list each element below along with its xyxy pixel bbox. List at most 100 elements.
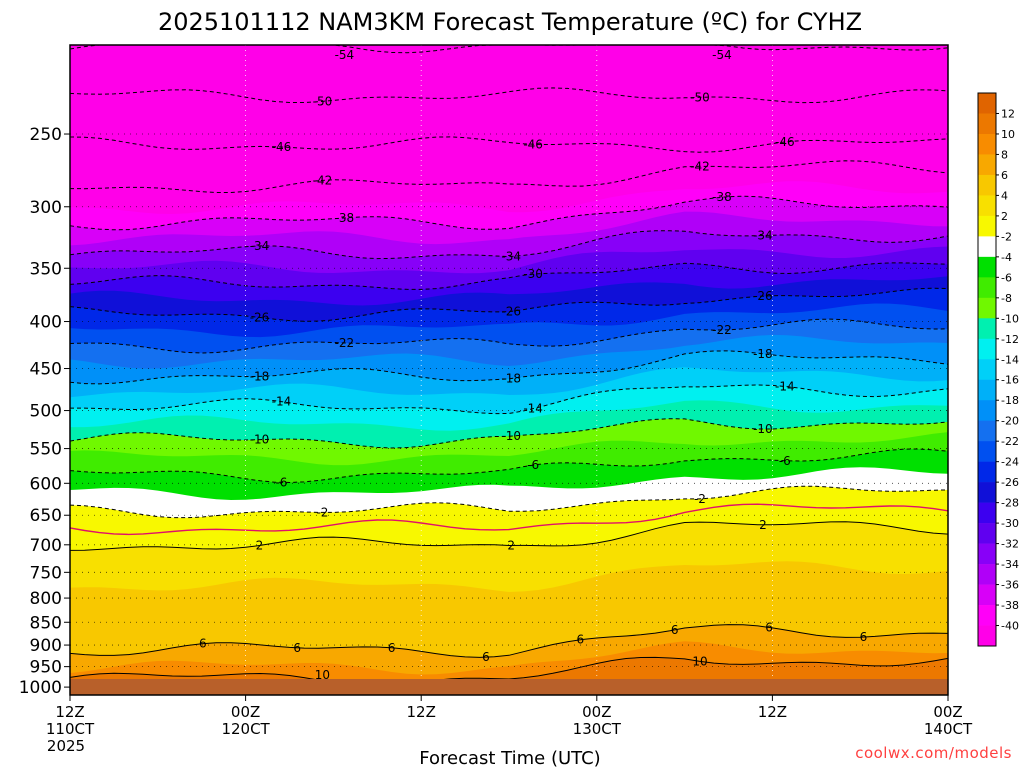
contour-label: -54 bbox=[712, 48, 732, 62]
colorbar-label: -16 bbox=[1001, 374, 1019, 387]
time-tick-hour: 00Z bbox=[231, 703, 260, 721]
colorbar-label: -8 bbox=[1001, 292, 1012, 305]
contour-label: -6 bbox=[779, 454, 791, 468]
contour-label: 10 bbox=[692, 654, 707, 668]
colorbar-swatch bbox=[978, 482, 996, 503]
colorbar-swatch bbox=[978, 605, 996, 626]
pressure-tick-label: 350 bbox=[30, 259, 62, 279]
colorbar-swatch bbox=[978, 93, 996, 114]
colorbar-swatch bbox=[978, 256, 996, 278]
contour-label: -30 bbox=[523, 267, 543, 281]
isotherm-line bbox=[69, 230, 949, 260]
contour-label: -18 bbox=[250, 369, 270, 383]
colorbar-swatch bbox=[978, 113, 996, 135]
colorbar-label: -14 bbox=[1001, 353, 1019, 366]
colorbar-label: -2 bbox=[1001, 230, 1012, 243]
colorbar-swatch bbox=[978, 441, 996, 462]
time-tick-hour: 12Z bbox=[758, 703, 787, 721]
contour-label: -6 bbox=[275, 475, 287, 489]
pressure-tick-label: 700 bbox=[30, 536, 62, 556]
contour-label: -14 bbox=[775, 379, 795, 393]
contour-label: 6 bbox=[577, 633, 585, 647]
contour-label: -14 bbox=[523, 402, 543, 416]
contour-label: 2 bbox=[759, 518, 767, 532]
contour-label: -26 bbox=[250, 310, 270, 324]
contour-label: 10 bbox=[315, 668, 330, 682]
colorbar-swatch bbox=[978, 564, 996, 585]
colorbar-swatch bbox=[978, 195, 996, 217]
colorbar-label: -6 bbox=[1001, 271, 1012, 284]
colorbar-swatch bbox=[978, 338, 996, 360]
contour-label: -50 bbox=[690, 90, 710, 104]
pressure-tick-label: 600 bbox=[30, 474, 62, 494]
contour-label: -34 bbox=[250, 239, 270, 253]
colorbar-label: -18 bbox=[1001, 394, 1019, 407]
pressure-tick-label: 950 bbox=[30, 658, 62, 678]
contour-label: -34 bbox=[753, 229, 773, 243]
colorbar-swatch bbox=[978, 133, 996, 155]
contour-label: 6 bbox=[671, 623, 679, 637]
contour-label: -10 bbox=[501, 429, 521, 443]
colorbar-swatch bbox=[978, 236, 996, 258]
colorbar-swatch bbox=[978, 174, 996, 196]
contour-label: -38 bbox=[712, 190, 732, 204]
pressure-tick-label: 250 bbox=[30, 125, 62, 145]
pressure-tick-label: 850 bbox=[30, 613, 62, 633]
colorbar-swatch bbox=[978, 318, 996, 340]
time-tick-hour: 00Z bbox=[582, 703, 611, 721]
colorbar-label: -28 bbox=[1001, 497, 1019, 510]
colorbar-label: 6 bbox=[1001, 169, 1008, 182]
isotherm-line bbox=[69, 624, 949, 658]
colorbar-swatch bbox=[978, 502, 996, 524]
time-tick-hour: 12Z bbox=[407, 703, 436, 721]
colorbar-swatch bbox=[978, 584, 996, 606]
time-tick-hour: 00Z bbox=[933, 703, 962, 721]
pressure-tick-label: 1000 bbox=[19, 678, 62, 698]
colorbar-swatch bbox=[978, 420, 996, 442]
colorbar-label: -22 bbox=[1001, 435, 1019, 448]
chart-title: 2025101112 NAM3KM Forecast Temperature (… bbox=[158, 8, 862, 36]
pressure-tick-label: 800 bbox=[30, 589, 62, 609]
pressure-tick-label: 900 bbox=[30, 636, 62, 656]
colorbar-swatch bbox=[978, 625, 996, 647]
contour-label: -38 bbox=[335, 211, 355, 225]
isotherm-line bbox=[69, 521, 949, 551]
pressure-tick-label: 400 bbox=[30, 313, 62, 333]
pressure-tick-label: 300 bbox=[30, 198, 62, 218]
colorbar-swatch bbox=[978, 277, 996, 299]
colorbar-swatch bbox=[978, 543, 996, 565]
colorbar-label: -30 bbox=[1001, 517, 1019, 530]
contour-label: -18 bbox=[753, 347, 773, 361]
time-tick-date: 110CT bbox=[46, 720, 95, 738]
plot-area: -54 -54-50 -50-46 -46 -46-42-42-38-38-34-34-… bbox=[69, 44, 949, 696]
colorbar-swatch bbox=[978, 215, 996, 237]
contour-label: 6 bbox=[765, 620, 773, 634]
isotherm-line bbox=[69, 418, 949, 449]
contour-label: -6 bbox=[527, 458, 539, 472]
colorbar-swatch bbox=[978, 154, 996, 176]
isotherm-line bbox=[70, 384, 949, 415]
colorbar-label: -38 bbox=[1001, 599, 1019, 612]
contour-label: -14 bbox=[272, 395, 292, 409]
pressure-tick-label: 450 bbox=[30, 360, 62, 380]
contour-labels: -54 -54-50 -50-46 -46 -46-42-42-38-38-34-34-… bbox=[199, 48, 867, 682]
colorbar-swatch bbox=[978, 461, 996, 483]
contour-label: -26 bbox=[501, 304, 521, 318]
colorbar-label: 4 bbox=[1001, 189, 1008, 202]
x-axis-label: Forecast Time (UTC) bbox=[419, 748, 600, 768]
time-tick-hour: 12Z bbox=[55, 703, 84, 721]
contour-label: -46 bbox=[775, 135, 795, 149]
contour-label: -42 bbox=[690, 159, 710, 173]
colorbar-swatch bbox=[978, 379, 996, 401]
colorbar-frame bbox=[977, 92, 997, 647]
contour-label: -22 bbox=[335, 336, 355, 350]
colorbar-label: -10 bbox=[1001, 312, 1019, 325]
pressure-tick-label: 500 bbox=[30, 402, 62, 422]
contour-label: -22 bbox=[712, 323, 732, 337]
pressure-tick-label: 750 bbox=[30, 563, 62, 583]
contour-label: -34 bbox=[501, 249, 521, 263]
contour-label: 2 bbox=[256, 539, 264, 553]
contour-label: -2 bbox=[694, 492, 706, 506]
isotherm-line bbox=[69, 195, 949, 231]
